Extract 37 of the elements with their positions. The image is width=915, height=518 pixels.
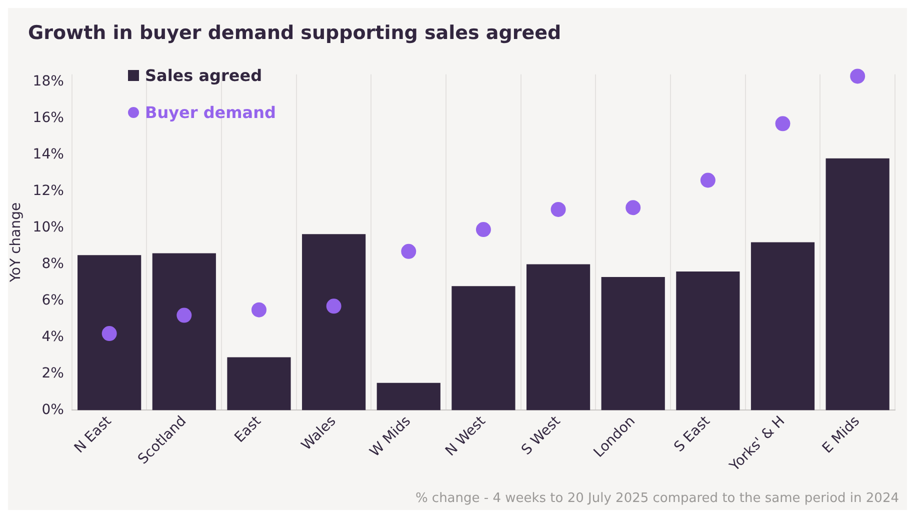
y-tick-label: 8% bbox=[42, 256, 64, 272]
point bbox=[550, 202, 566, 217]
point bbox=[626, 200, 641, 216]
bar bbox=[376, 382, 440, 410]
y-tick-label: 2% bbox=[42, 365, 64, 382]
point bbox=[251, 302, 266, 318]
y-tick-label: 12% bbox=[32, 182, 64, 199]
y-tick-label: 16% bbox=[32, 110, 64, 126]
y-tick-label: 14% bbox=[32, 146, 64, 162]
y-tick-label: 4% bbox=[42, 328, 64, 345]
y-tick-label: 0% bbox=[42, 402, 64, 418]
bar bbox=[826, 158, 890, 410]
y-tick-label: 6% bbox=[42, 292, 64, 308]
bar bbox=[302, 234, 366, 410]
point bbox=[850, 68, 866, 84]
legend-label: Buyer demand bbox=[145, 103, 276, 122]
text: % change - 4 weeks to 20 July 2025 compared to the same period in 2024 bbox=[415, 491, 899, 506]
point bbox=[102, 326, 117, 342]
bar bbox=[526, 264, 590, 410]
point bbox=[176, 308, 192, 323]
point bbox=[775, 116, 790, 132]
chart-title: Growth in buyer demand supporting sales agreed bbox=[28, 22, 562, 44]
y-tick-label: 18% bbox=[32, 73, 64, 90]
bar bbox=[601, 276, 665, 410]
bar bbox=[152, 253, 216, 410]
legend-label: Sales agreed bbox=[145, 66, 262, 85]
bar bbox=[750, 242, 815, 410]
bar bbox=[452, 286, 516, 410]
point bbox=[326, 298, 342, 314]
bar bbox=[227, 357, 291, 410]
point bbox=[401, 244, 416, 259]
y-tick-label: 10% bbox=[32, 219, 64, 236]
point bbox=[700, 172, 716, 188]
bar bbox=[78, 255, 142, 410]
y-axis-title: YoY change bbox=[8, 202, 24, 284]
point bbox=[476, 222, 491, 238]
bar bbox=[676, 271, 740, 410]
